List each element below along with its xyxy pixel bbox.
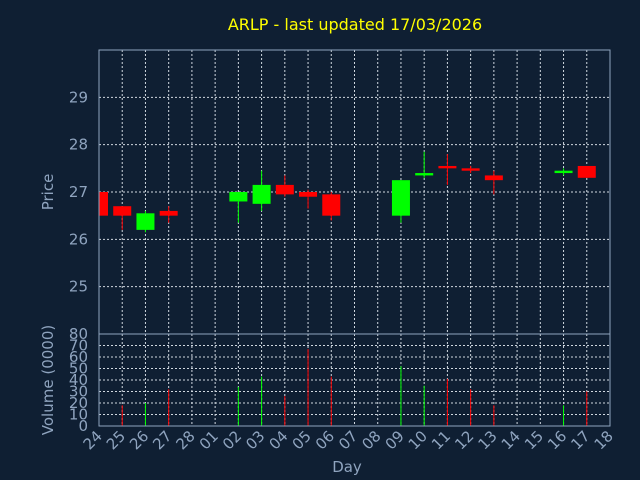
candle-body [484,175,503,181]
candle-body [461,168,480,171]
price-tick-labels: 25 26 27 28 29 [69,88,88,295]
candle-11 [438,154,457,185]
candle-body [159,210,178,216]
candle-17 [577,165,596,178]
volume-tick-label: 10 [69,406,88,424]
candle-04 [275,175,294,197]
volume-tick-label: 80 [69,325,88,343]
price-tick-label: 25 [69,278,88,296]
volume-tick-label: 50 [69,360,88,378]
candle-05 [299,189,318,209]
price-tick-label: 26 [69,230,88,248]
volume-tick-label: 20 [69,394,88,412]
candle-10 [415,151,434,178]
candle-13 [484,170,503,195]
candle-26 [136,210,155,233]
candle-12 [461,165,480,174]
price-axis-label: Price [39,174,57,211]
x-axis-label: Day [332,458,362,476]
candle-24 [98,189,108,219]
candle-body [438,165,457,169]
candle-body [252,184,271,204]
candle-02 [229,192,248,223]
volume-tick-label: 40 [69,371,88,389]
candle-body [299,192,318,197]
volume-grid [99,334,610,426]
price-tick-label: 27 [69,183,88,201]
volume-axis-label: Volume (0000) [39,325,57,435]
candle-body [391,180,410,216]
price-tick-label: 29 [69,88,88,106]
volume-tick-label: 30 [69,383,88,401]
candle-body [322,194,341,216]
volume-panel-frame [98,333,611,427]
candle-09 [391,180,410,223]
candle-body [99,192,108,216]
candles [98,151,596,233]
volume-tick-label: 60 [69,348,88,366]
candle-25 [113,206,132,230]
price-tick-label: 28 [69,136,88,154]
chart-title: ARLP - last updated 17/03/2026 [228,15,482,34]
price-grid [99,50,610,334]
candle-27 [159,206,178,223]
candle-body [554,170,573,174]
candle-body [275,184,294,195]
x-tick-labels: 2425262728010203040506070809101112131415… [80,427,617,453]
candle-body [229,192,248,202]
volume-bars [121,348,588,426]
candle-body [577,165,596,178]
candle-03 [252,170,271,211]
x-tick-label: 18 [591,427,617,453]
candle-body [136,213,155,230]
candle-body [113,206,132,216]
volume-tick-label: 0 [78,417,88,435]
candle-body [415,173,434,176]
volume-tick-label: 70 [69,337,88,355]
candle-06 [322,192,341,221]
candle-16 [554,168,573,176]
